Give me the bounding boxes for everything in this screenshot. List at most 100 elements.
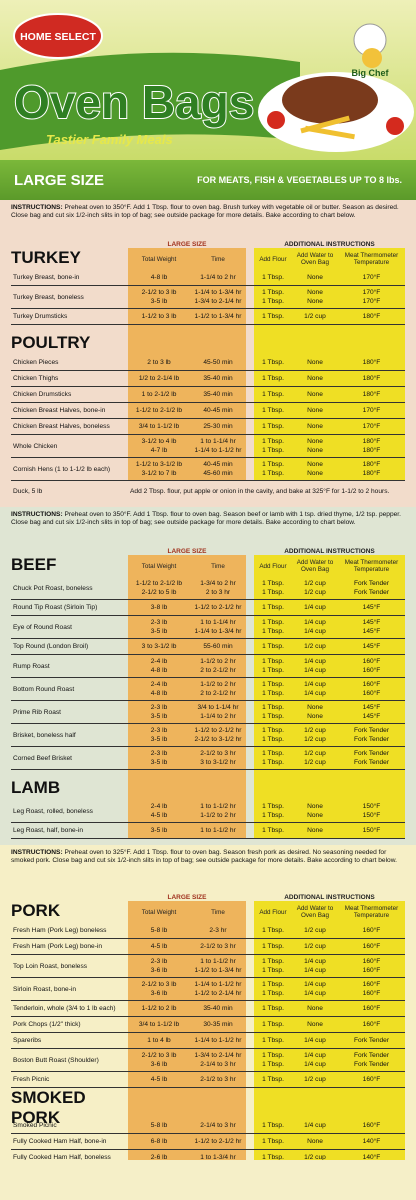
cell-value: 1/4 cup xyxy=(304,681,326,688)
cell-value: 1-1/2 to 1-3/4 hr xyxy=(194,313,242,320)
column-header: PORK LARGE SIZE ADDITIONAL INSTRUCTIONS Tot… xyxy=(11,889,405,923)
cell: 1 Tbsp. 1 Tbsp. xyxy=(254,655,292,678)
cell-value: 1 to 1-1/2 hr xyxy=(200,827,236,834)
table-row: Chicken Pieces 2 to 3 lb 45-50 min 1 Tbsp. N… xyxy=(11,355,405,371)
table-title: SMOKED PORK xyxy=(11,1088,86,1127)
cell: 1 Tbsp. xyxy=(254,419,292,435)
cell: 1-1/2 to 3 lb xyxy=(128,309,190,325)
cell: None xyxy=(292,1001,338,1017)
cell-value: 1-1/4 to 1-1/2 hr xyxy=(194,447,242,454)
cell-value: 1/4 cup xyxy=(304,981,326,988)
cell: 1 Tbsp. xyxy=(254,1033,292,1049)
cell: 180°F xyxy=(338,309,405,325)
cell-value: 3-5 lb xyxy=(150,736,168,743)
cell-value: 2-6 lb xyxy=(150,1154,168,1160)
cell-value: 180°F xyxy=(362,438,381,445)
cell-value: 2-1/2 to 3 hr xyxy=(200,1076,236,1083)
cell-value: 40-45 min xyxy=(203,407,233,414)
cell-value: 180°F xyxy=(362,313,381,320)
table-row: Turkey Breast, boneless 2-1/2 to 3 lb 3-5 … xyxy=(11,286,405,309)
cell: Prime Rib Roast xyxy=(11,701,128,724)
group-label: ADDITIONAL INSTRUCTIONS xyxy=(284,894,375,901)
cell: None xyxy=(292,403,338,419)
cell-value: 150°F xyxy=(362,803,381,810)
cell: 170°F xyxy=(338,403,405,419)
cell: 1 Tbsp. xyxy=(254,1134,292,1150)
cell-value: None xyxy=(307,1021,323,1028)
charts: INSTRUCTIONS: Preheat oven to 350°F. Add… xyxy=(0,200,416,1160)
cell-value: 3/4 to 1-1/2 lb xyxy=(138,1021,180,1028)
cell-value: 160°F xyxy=(362,681,381,688)
cell-value: 1 to 1-3/4 hr xyxy=(200,1154,236,1160)
item-name: Turkey Drumsticks xyxy=(13,313,68,320)
cell xyxy=(246,939,254,955)
banner-note: FOR MEATS, FISH & VEGETABLES UP TO 8 lbs… xyxy=(197,175,402,185)
cell-value: 1 Tbsp. xyxy=(262,667,284,674)
tomato xyxy=(386,117,404,135)
column-fill xyxy=(128,770,190,800)
cell-value: 1 Tbsp. xyxy=(262,803,284,810)
cell-value: 1 to 4 lb xyxy=(147,1037,171,1044)
cell-value: None xyxy=(307,461,323,468)
cell: 3 to 3-1/2 lb xyxy=(128,639,190,655)
cell: Fresh Ham (Pork Leg) bone-in xyxy=(11,939,128,955)
cell-value: 1 Tbsp. xyxy=(262,750,284,757)
cell xyxy=(246,701,254,724)
table-row: Tenderloin, whole (3/4 to 1 lb each) 1-1/… xyxy=(11,1001,405,1017)
cell: 6-8 lb xyxy=(128,1134,190,1150)
cell: Bottom Round Roast xyxy=(11,678,128,701)
cell-value: 180°F xyxy=(362,391,381,398)
cell: 1 Tbsp. 1 Tbsp. xyxy=(254,955,292,978)
cell-value: 180°F xyxy=(362,470,381,477)
cell-value: 1 Tbsp. xyxy=(262,375,284,382)
cell xyxy=(246,355,254,371)
cell: 1 Tbsp. xyxy=(254,1118,292,1134)
cell: Pork Chops (1/2" thick) xyxy=(11,1017,128,1033)
cell-value: 2-1/2 to 5 lb xyxy=(141,589,177,596)
cell: 1-1/2 to 1-3/4 hr xyxy=(190,309,246,325)
item-name: Turkey Breast, boneless xyxy=(13,293,84,301)
cell-value: 1-3/4 to 2-1/4 hr xyxy=(194,298,242,305)
cell: 2-1/2 to 3 hr xyxy=(190,1072,246,1088)
instructions-label: INSTRUCTIONS: xyxy=(11,849,63,856)
item-name: Rump Roast xyxy=(13,662,50,670)
cell-value: 2 to 3 lb xyxy=(147,359,171,366)
cell: Chicken Breast Halves, bone-in xyxy=(11,403,128,419)
table-row: Spareribs 1 to 4 lb 1-1/4 to 1-1/2 hr 1 Tbs… xyxy=(11,1033,405,1049)
group-label: ADDITIONAL INSTRUCTIONS xyxy=(284,548,375,555)
item-name: Chicken Breast Halves, boneless xyxy=(13,423,110,430)
cell: 4-8 lb xyxy=(128,270,190,286)
cell: 35-40 min xyxy=(190,387,246,403)
cell-value: 2-1/2 to 3 hr xyxy=(200,943,236,950)
instructions-label: INSTRUCTIONS: xyxy=(11,204,63,211)
brand: HOME SELECT xyxy=(20,31,96,43)
cell-value: 1 Tbsp. xyxy=(262,604,284,611)
cell-value: 1/4 cup xyxy=(304,1061,326,1068)
cell-value: 2-1/2 to 3 lb xyxy=(141,1052,177,1059)
column-fill xyxy=(254,325,292,355)
cell-value: 1-1/2 to 2 hr xyxy=(200,681,236,688)
cell-value: 180°F xyxy=(362,447,381,454)
cell xyxy=(246,1072,254,1088)
cell: 160°F xyxy=(338,1017,405,1033)
cell-value: 2 to 3 hr xyxy=(205,589,231,596)
table-row: Cornish Hens (1 to 1-1/2 lb each) 1-1/2 t… xyxy=(11,458,405,481)
cell-value: 5-8 lb xyxy=(150,1122,168,1129)
cell-value: 3/4 to 1-1/2 lb xyxy=(138,423,180,430)
cell: 3-8 lb xyxy=(128,600,190,616)
cell: 3-1/2 to 4 lb 4-7 lb xyxy=(128,435,190,458)
cell-value: None xyxy=(307,375,323,382)
cell xyxy=(246,600,254,616)
logo xyxy=(13,13,103,59)
cell-value: 1/4 cup xyxy=(304,619,326,626)
cell: 1 Tbsp. xyxy=(254,371,292,387)
cell xyxy=(246,403,254,419)
cell-value: 4-7 lb xyxy=(150,447,168,454)
cell: 45-50 min xyxy=(190,355,246,371)
column-label: Total Weight xyxy=(128,248,190,270)
cell-value: 1 Tbsp. xyxy=(262,628,284,635)
column-fill xyxy=(338,325,405,355)
table-title-row: POULTRY xyxy=(11,325,405,355)
cell: 1 Tbsp. 1 Tbsp. xyxy=(254,286,292,309)
cell xyxy=(246,387,254,403)
